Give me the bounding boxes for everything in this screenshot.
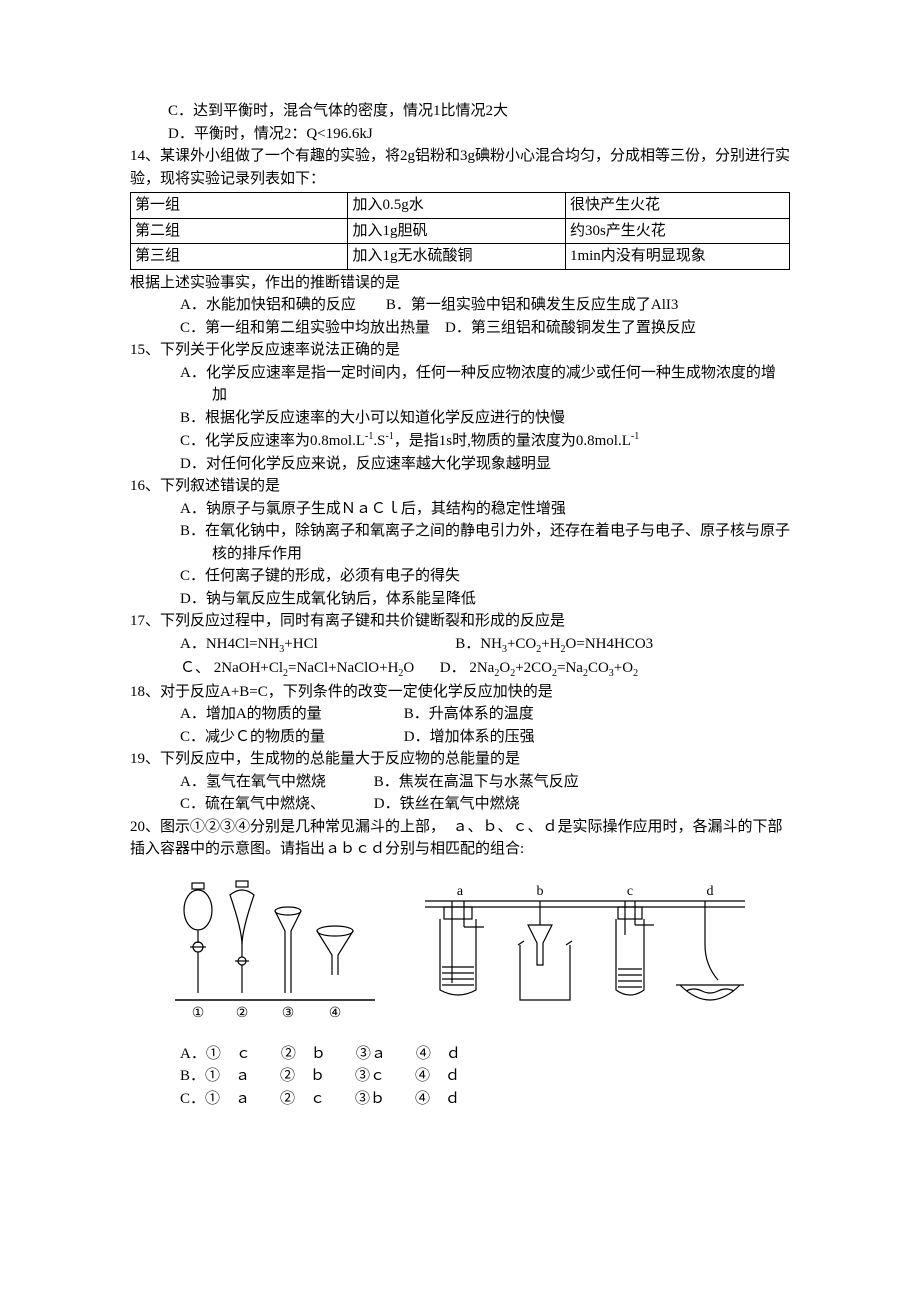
svg-text:④: ④ (329, 1006, 342, 1021)
q17-option-d: D． 2Na2O2+2CO2=Na2CO3+O2 (440, 660, 638, 676)
q15-option-b: B．根据化学反应速率的大小可以知道化学反应进行的快慢 (130, 407, 790, 430)
q19-option-a: A．氢气在氧气中燃烧 (180, 771, 370, 794)
table-cell: 第一组 (131, 193, 348, 219)
q14-options-cd: C．第一组和第二组实验中均放出热量 D．第三组铝和硫酸铜发生了置换反应 (130, 317, 790, 340)
svg-text:d: d (707, 885, 714, 899)
q18-options-cd: C．减少Ｃ的物质的量 D．增加体系的压强 (130, 726, 790, 749)
q18-options-ab: A．增加A的物质的量 B．升高体系的温度 (130, 703, 790, 726)
q16-option-c: C．任何离子键的形成，必须有电子的得失 (130, 565, 790, 588)
apparatus-diagram: a b c d (420, 885, 750, 1025)
table-cell: 第三组 (131, 244, 348, 270)
q17-text: 17、下列反应过程中，同时有离子键和共价键断裂和形成的反应是 (130, 610, 790, 633)
table-cell: 加入0.5g水 (348, 193, 565, 219)
q16-option-a: A．钠原子与氯原子生成ＮａＣｌ后，其结构的稳定性增强 (130, 498, 790, 521)
q20-figure: ① ② ③ ④ a b c d (170, 875, 790, 1025)
q17-options-cd: Ｃ、 2NaOH+Cl2=NaCl+NaClO+H2O D． 2Na2O2+2C… (130, 657, 790, 681)
svg-text:b: b (537, 885, 544, 899)
q13-option-d: D．平衡时，情况2：Q<196.6kJ (130, 123, 790, 146)
table-cell: 第二组 (131, 218, 348, 244)
q17-option-c: Ｃ、 2NaOH+Cl2=NaCl+NaClO+H2O (180, 660, 414, 676)
q15-option-a: A．化学反应速率是指一定时间内，任何一种反应物浓度的减少或任何一种生成物浓度的增… (212, 362, 790, 407)
svg-text:①: ① (192, 1006, 205, 1021)
q18-option-d: D．增加体系的压强 (404, 729, 535, 745)
table-cell: 很快产生火花 (565, 193, 789, 219)
q17-option-b: B．NH3+CO2+H2O=NH4HCO3 (455, 636, 653, 652)
funnels-diagram: ① ② ③ ④ (170, 875, 380, 1025)
q20-option-b: B．① ａ ② ｂ ③ｃ ④ ｄ (130, 1065, 790, 1088)
q14-option-d: D．第三组铝和硫酸铜发生了置换反应 (445, 320, 696, 336)
q18-text: 18、对于反应A+B=C，下列条件的改变一定使化学反应加快的是 (130, 681, 790, 704)
q20-option-c: C．① ａ ② ｃ ③ｂ ④ ｄ (130, 1088, 790, 1111)
table-cell: 1min内没有明显现象 (565, 244, 789, 270)
q15-option-d: D．对任何化学反应来说，反应速率越大化学现象越明显 (130, 453, 790, 476)
svg-text:②: ② (236, 1006, 249, 1021)
q19-options-ab: A．氢气在氧气中燃烧 B．焦炭在高温下与水蒸气反应 (130, 771, 790, 794)
q14-option-c: C．第一组和第二组实验中均放出热量 (180, 320, 430, 336)
q16-option-d: D．钠与氧反应生成氧化钠后，体系能呈降低 (130, 588, 790, 611)
q14-option-b: B．第一组实验中铝和碘发生反应生成了AlI3 (386, 297, 679, 313)
q19-option-b: B．焦炭在高温下与水蒸气反应 (374, 774, 579, 790)
q20-option-a: A．① ｃ ② ｂ ③ａ ④ ｄ (130, 1043, 790, 1066)
q19-option-d: D．铁丝在氧气中燃烧 (374, 796, 520, 812)
q19-option-c: C．硫在氧气中燃烧、 (180, 793, 370, 816)
q14-option-a: A．水能加快铝和碘的反应 (180, 297, 356, 313)
q14-table: 第一组 加入0.5g水 很快产生火花 第二组 加入1g胆矾 约30s产生火花 第… (130, 192, 790, 270)
q16-option-b: B．在氧化钠中，除钠离子和氧离子之间的静电引力外，还存在着电子与电子、原子核与原… (212, 520, 790, 565)
q17-options-ab: A．NH4Cl=NH3+HCl B．NH3+CO2+H2O=NH4HCO3 (130, 633, 790, 657)
q15-text: 15、下列关于化学反应速率说法正确的是 (130, 339, 790, 362)
q14-post: 根据上述实验事实，作出的推断错误的是 (130, 272, 790, 295)
q15-option-c: C．化学反应速率为0.8mol.L-1.S-1，是指1s时,物质的量浓度为0.8… (130, 429, 790, 453)
svg-text:a: a (457, 885, 464, 899)
table-cell: 加入1g胆矾 (348, 218, 565, 244)
q13-option-c: C．达到平衡时，混合气体的密度，情况1比情况2大 (130, 100, 790, 123)
q16-text: 16、下列叙述错误的是 (130, 475, 790, 498)
q19-text: 19、下列反应中，生成物的总能量大于反应物的总能量的是 (130, 748, 790, 771)
q17-option-a: A．NH4Cl=NH3+HCl (180, 636, 318, 652)
q18-option-a: A．增加A的物质的量 (180, 703, 400, 726)
q18-option-b: B．升高体系的温度 (404, 706, 534, 722)
q14-options-ab: A．水能加快铝和碘的反应 B．第一组实验中铝和碘发生反应生成了AlI3 (130, 294, 790, 317)
q18-option-c: C．减少Ｃ的物质的量 (180, 726, 400, 749)
svg-text:c: c (627, 885, 633, 899)
table-cell: 加入1g无水硫酸铜 (348, 244, 565, 270)
table-cell: 约30s产生火花 (565, 218, 789, 244)
q19-options-cd: C．硫在氧气中燃烧、 D．铁丝在氧气中燃烧 (130, 793, 790, 816)
q14-text: 14、某课外小组做了一个有趣的实验，将2g铝粉和3g碘粉小心混合均匀，分成相等三… (130, 145, 790, 190)
svg-text:③: ③ (282, 1006, 295, 1021)
q20-text: 20、图示①②③④分别是几种常见漏斗的上部， ａ、ｂ、ｃ、ｄ是实际操作应用时，各… (130, 816, 790, 861)
